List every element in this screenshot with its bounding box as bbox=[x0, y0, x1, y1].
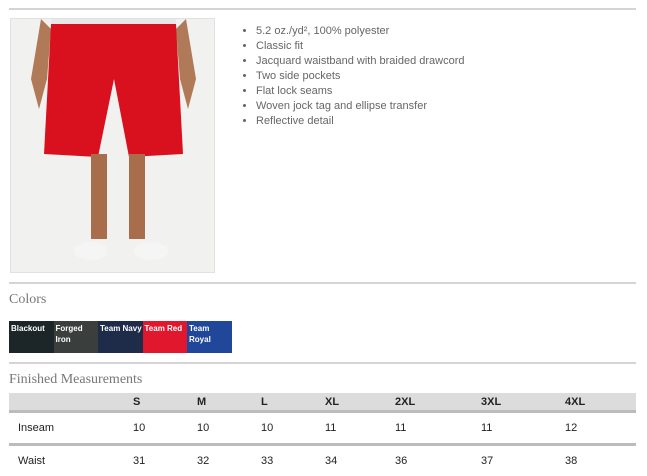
cell: 31 bbox=[133, 445, 197, 476]
table-row: Inseam 10 10 10 11 11 11 12 bbox=[9, 412, 636, 445]
cell: 10 bbox=[133, 412, 197, 445]
feature-item: 5.2 oz./yd², 100% polyester bbox=[256, 24, 465, 39]
table-row: Waist 31 32 33 34 36 37 38 bbox=[9, 445, 636, 476]
feature-item: Woven jock tag and ellipse transfer bbox=[256, 99, 465, 114]
cell: 34 bbox=[325, 445, 395, 476]
feature-item: Jacquard waistband with braided drawcord bbox=[256, 54, 465, 69]
measurements-table: S M L XL 2XL 3XL 4XL Inseam 10 10 10 11 … bbox=[9, 393, 636, 476]
feature-item: Flat lock seams bbox=[256, 84, 465, 99]
cell: 32 bbox=[197, 445, 261, 476]
swatch-blackout[interactable]: Blackout bbox=[9, 321, 54, 353]
divider bbox=[9, 282, 636, 284]
header-cell: S bbox=[133, 393, 197, 412]
cell: 36 bbox=[395, 445, 481, 476]
swatch-forged-iron[interactable]: Forged Iron bbox=[54, 321, 99, 353]
swatch-team-navy[interactable]: Team Navy bbox=[98, 321, 143, 353]
header-cell: 3XL bbox=[481, 393, 565, 412]
feature-item: Two side pockets bbox=[256, 69, 465, 84]
row-label: Inseam bbox=[9, 412, 133, 445]
table-header-row: S M L XL 2XL 3XL 4XL bbox=[9, 393, 636, 412]
cell: 10 bbox=[261, 412, 325, 445]
cell: 11 bbox=[325, 412, 395, 445]
cell: 10 bbox=[197, 412, 261, 445]
top-divider bbox=[9, 8, 636, 10]
cell: 37 bbox=[481, 445, 565, 476]
feature-item: Classic fit bbox=[256, 39, 465, 54]
feature-item: Reflective detail bbox=[256, 114, 465, 129]
row-label: Waist bbox=[9, 445, 133, 476]
cell: 11 bbox=[481, 412, 565, 445]
header-cell: M bbox=[197, 393, 261, 412]
cell: 12 bbox=[565, 412, 636, 445]
product-image bbox=[10, 18, 215, 273]
colors-heading: Colors bbox=[9, 292, 46, 308]
header-cell: XL bbox=[325, 393, 395, 412]
header-cell: 2XL bbox=[395, 393, 481, 412]
header-cell: 4XL bbox=[565, 393, 636, 412]
cell: 11 bbox=[395, 412, 481, 445]
swatch-team-red[interactable]: Team Red bbox=[143, 321, 188, 353]
cell: 38 bbox=[565, 445, 636, 476]
measurements-heading: Finished Measurements bbox=[9, 372, 142, 388]
header-cell bbox=[9, 393, 133, 412]
header-cell: L bbox=[261, 393, 325, 412]
divider bbox=[9, 362, 636, 364]
color-swatches: Blackout Forged Iron Team Navy Team Red … bbox=[9, 321, 232, 353]
swatch-team-royal[interactable]: Team Royal bbox=[187, 321, 232, 353]
feature-list: 5.2 oz./yd², 100% polyester Classic fit … bbox=[240, 24, 465, 129]
cell: 33 bbox=[261, 445, 325, 476]
